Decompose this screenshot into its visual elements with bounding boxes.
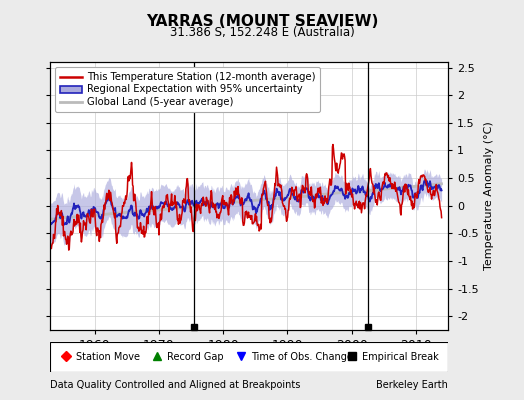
Text: 31.386 S, 152.248 E (Australia): 31.386 S, 152.248 E (Australia) [170,26,354,39]
Text: Station Move: Station Move [75,352,140,362]
Text: Record Gap: Record Gap [167,352,224,362]
Text: Data Quality Controlled and Aligned at Breakpoints: Data Quality Controlled and Aligned at B… [50,380,300,390]
Text: Berkeley Earth: Berkeley Earth [376,380,448,390]
Y-axis label: Temperature Anomaly (°C): Temperature Anomaly (°C) [484,122,494,270]
FancyBboxPatch shape [50,342,448,372]
Text: YARRAS (MOUNT SEAVIEW): YARRAS (MOUNT SEAVIEW) [146,14,378,29]
Text: Time of Obs. Change: Time of Obs. Change [251,352,353,362]
Legend: This Temperature Station (12-month average), Regional Expectation with 95% uncer: This Temperature Station (12-month avera… [55,67,320,112]
Text: Empirical Break: Empirical Break [363,352,439,362]
